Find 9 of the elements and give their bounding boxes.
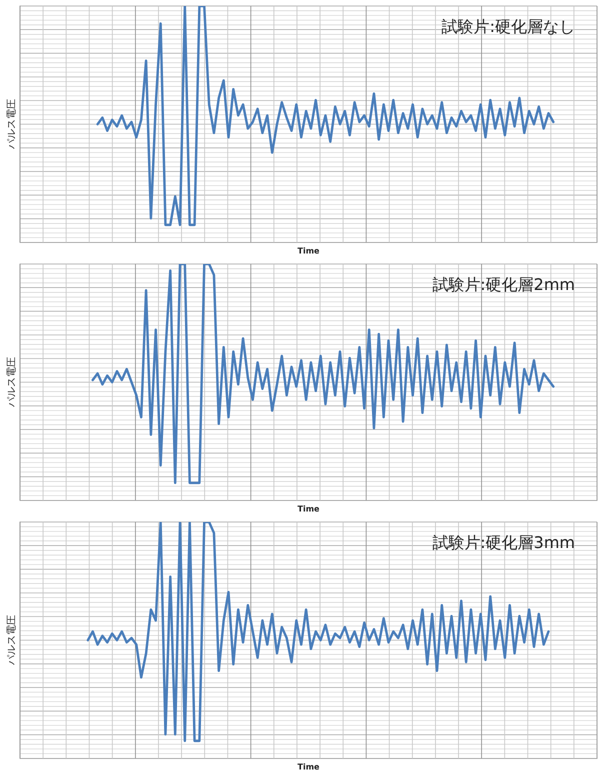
x-axis-title: Time [298, 246, 320, 256]
y-axis-title: パルス電圧 [6, 615, 18, 666]
text: 試験片:硬化層3mm [432, 533, 575, 552]
y-axis-title: パルス電圧 [6, 99, 18, 150]
text: 試験片:硬化層なし [442, 17, 575, 36]
y-axis-title: パルス電圧 [6, 357, 18, 408]
text: 試験片:硬化層2mm [432, 275, 575, 294]
x-axis-title: Time [298, 762, 320, 772]
x-axis-title: Time [298, 504, 320, 514]
